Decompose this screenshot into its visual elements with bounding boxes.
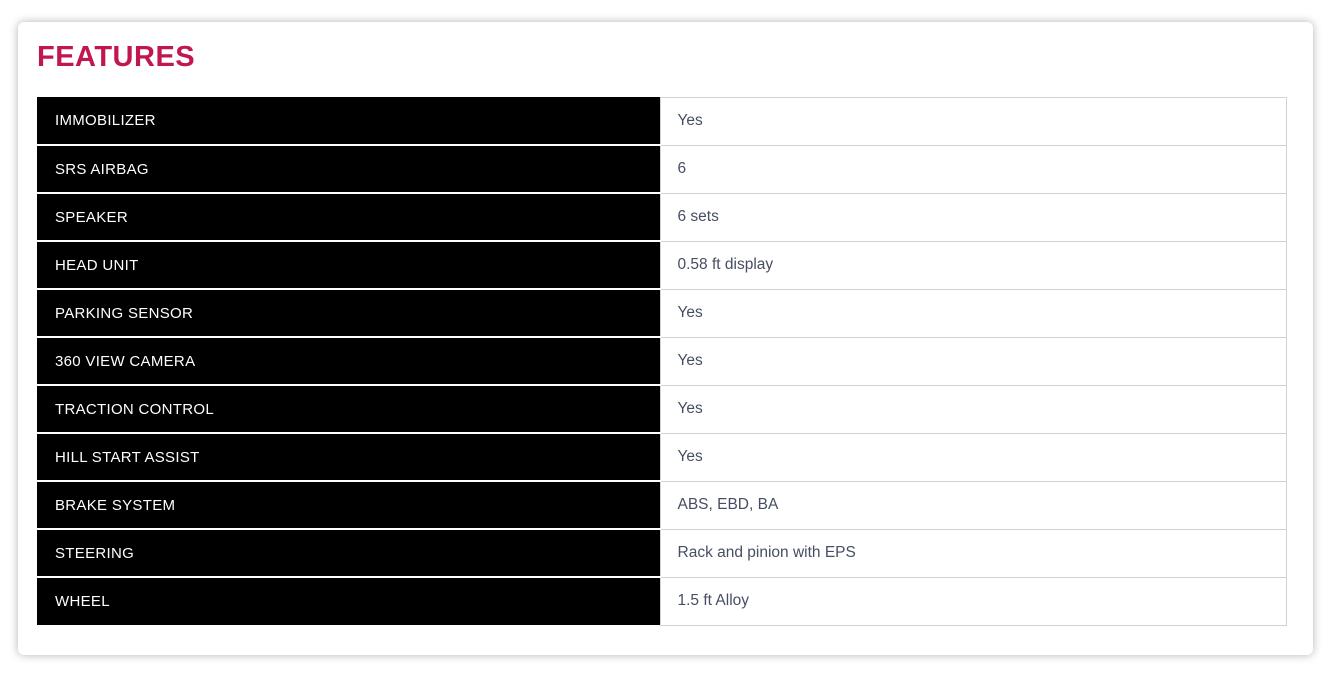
feature-label: BRAKE SYSTEM [55,496,176,514]
table-row: STEERING Rack and pinion with EPS [37,528,1287,579]
table-row: WHEEL 1.5 ft Alloy [37,576,1287,626]
feature-value: 6 sets [677,208,719,226]
feature-label: STEERING [55,544,135,562]
feature-label: 360 VIEW CAMERA [55,352,196,370]
table-row: BRAKE SYSTEM ABS, EBD, BA [37,480,1287,531]
feature-value: Rack and pinion with EPS [677,544,856,562]
feature-value-cell: 6 [659,144,1287,194]
feature-label-cell: TRACTION CONTROL [37,385,660,435]
feature-value-cell: 6 sets [659,192,1287,242]
feature-value: Yes [677,448,703,466]
feature-value-cell: Yes [659,288,1287,338]
page-title: FEATURES [37,41,196,73]
feature-label: PARKING SENSOR [55,304,194,322]
feature-label-cell: IMMOBILIZER [37,97,660,147]
table-row: 360 VIEW CAMERA Yes [37,336,1287,387]
table-row: SPEAKER 6 sets [37,192,1287,243]
table-row: PARKING SENSOR Yes [37,288,1287,339]
feature-label-cell: STEERING [37,529,660,579]
feature-label: HILL START ASSIST [55,448,200,466]
feature-label: WHEEL [55,593,110,611]
table-row: SRS AIRBAG 6 [37,144,1287,195]
feature-label-cell: 360 VIEW CAMERA [37,337,660,387]
feature-label: HEAD UNIT [55,256,139,274]
feature-label-cell: HEAD UNIT [37,241,660,291]
feature-value: 0.58 ft display [677,256,774,274]
feature-label-cell: PARKING SENSOR [37,289,660,339]
feature-label-cell: HILL START ASSIST [37,433,660,483]
feature-value-cell: Rack and pinion with EPS [659,528,1287,578]
feature-value-cell: Yes [659,384,1287,434]
feature-label-cell: SRS AIRBAG [37,145,660,195]
feature-value-cell: Yes [659,432,1287,482]
table-row: IMMOBILIZER Yes [37,96,1287,147]
feature-label-cell: BRAKE SYSTEM [37,481,660,531]
features-card: FEATURES IMMOBILIZER Yes SRS AIRBAG 6 SP… [18,22,1313,655]
feature-value: Yes [677,352,703,370]
feature-value: 1.5 ft Alloy [677,592,750,610]
feature-value-cell: 0.58 ft display [659,240,1287,290]
feature-value: Yes [677,400,703,418]
feature-value-cell: 1.5 ft Alloy [659,576,1287,626]
feature-value: 6 [677,160,687,178]
feature-value-cell: Yes [659,336,1287,386]
feature-label: IMMOBILIZER [55,112,156,130]
feature-label-cell: WHEEL [37,577,660,626]
feature-label: SPEAKER [55,208,128,226]
feature-value: ABS, EBD, BA [677,496,779,514]
feature-label-cell: SPEAKER [37,193,660,243]
table-row: TRACTION CONTROL Yes [37,384,1287,435]
feature-value: Yes [677,112,703,130]
feature-label: SRS AIRBAG [55,160,149,178]
table-row: HEAD UNIT 0.58 ft display [37,240,1287,291]
feature-value: Yes [677,304,703,322]
features-table: IMMOBILIZER Yes SRS AIRBAG 6 SPEAKER 6 s… [37,96,1287,626]
feature-value-cell: ABS, EBD, BA [659,480,1287,530]
feature-value-cell: Yes [659,96,1287,146]
table-row: HILL START ASSIST Yes [37,432,1287,483]
feature-label: TRACTION CONTROL [55,400,214,418]
